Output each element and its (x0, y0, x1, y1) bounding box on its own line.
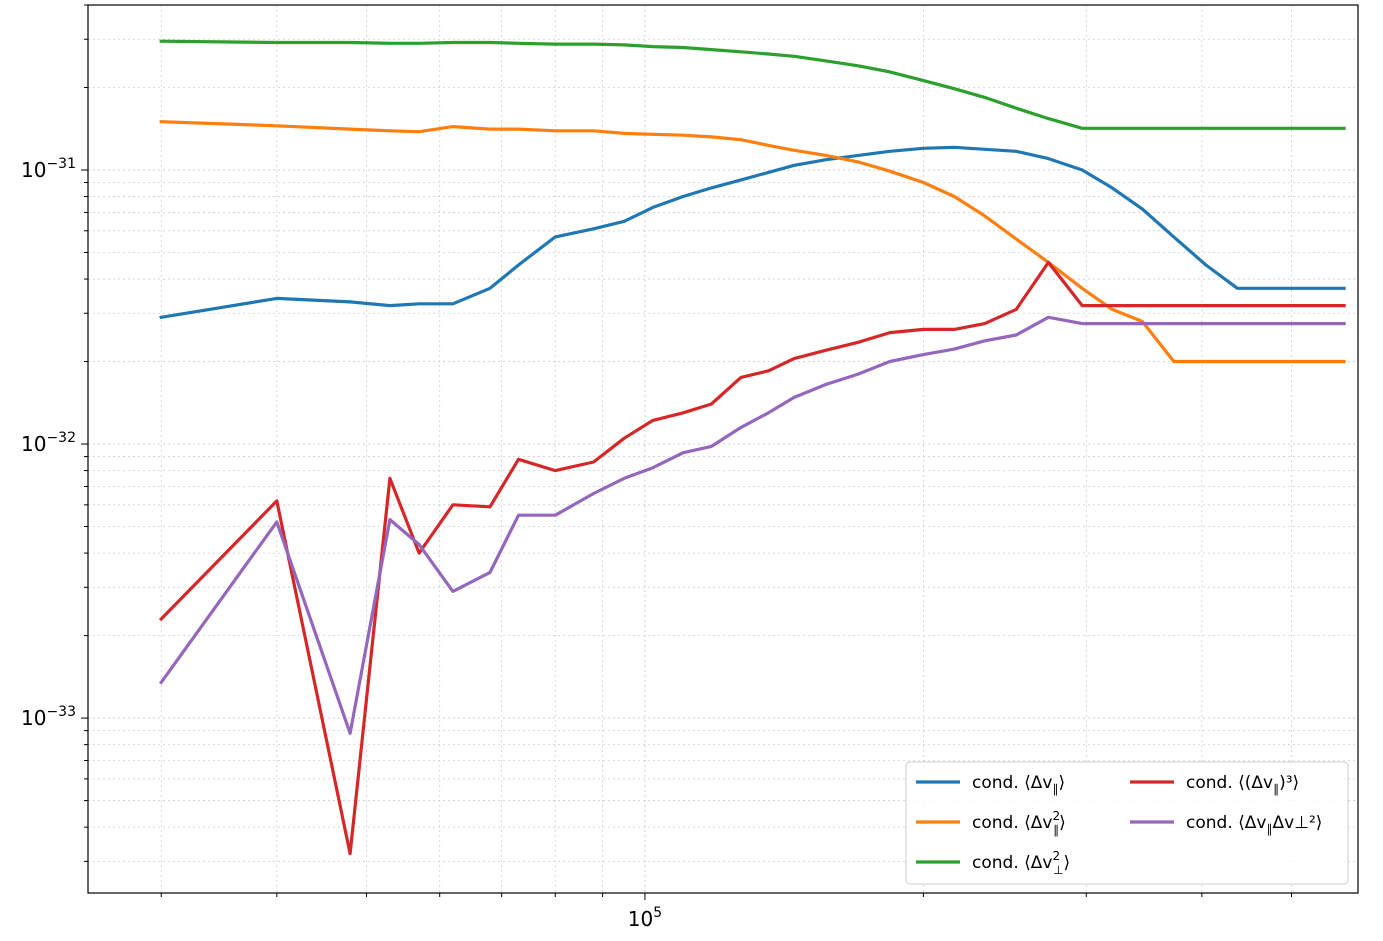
x-tick-label: 105 (628, 905, 662, 931)
series-line-5 (158, 315, 1346, 735)
legend: cond. ⟨Δv∥⟩ cond. ⟨Δv2 ∥⟩ cond. ⟨Δv2 ⊥⟩ cond.… (905, 761, 1349, 885)
legend-label-4: cond. ⟨(Δv∥)³⟩ (1186, 773, 1299, 796)
grid-minor (88, 4, 1358, 893)
series-line-4 (158, 260, 1346, 856)
y-tick-label: 10−32 (21, 430, 76, 456)
legend-label-2: cond. ⟨Δv2 ∥⟩ (972, 809, 1066, 837)
series-line-1 (159, 145, 1346, 320)
series-line-3 (159, 39, 1346, 130)
y-tick-label: 10−31 (21, 156, 76, 182)
series-line-2 (159, 120, 1346, 364)
legend-box (905, 761, 1349, 885)
tick-labels: 105 10−33 10−32 10−31 (21, 156, 662, 931)
grid-major (88, 5, 1358, 893)
legend-label-5: cond. ⟨Δv∥Δv⊥²⟩ (1186, 813, 1322, 836)
y-tick-label: 10−33 (21, 704, 76, 730)
legend-label-1: cond. ⟨Δv∥⟩ (972, 773, 1065, 796)
legend-label-3: cond. ⟨Δv2 ⊥⟩ (972, 849, 1070, 877)
series-group (158, 39, 1346, 856)
ticks (81, 4, 1293, 900)
axes-frame (87, 4, 1359, 894)
